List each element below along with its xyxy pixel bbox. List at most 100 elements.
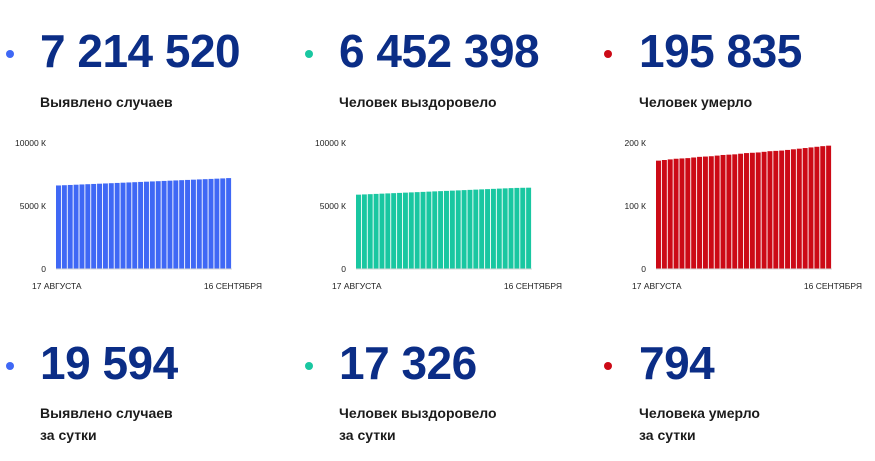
chart-bar [673, 158, 679, 269]
chart-bar [385, 193, 391, 269]
chart-bar [196, 179, 202, 269]
chart-bar [738, 153, 744, 269]
chart-bar [414, 192, 420, 269]
chart-bar [708, 156, 714, 269]
chart-bar [185, 179, 191, 269]
deaths-chart: 200 К 100 К 0 17 АВГУСТА 16 СЕНТЯБРЯ [600, 138, 865, 298]
y-tick-label: 0 [641, 264, 646, 274]
chart-bar [361, 194, 367, 269]
green-bullet-icon [305, 50, 313, 58]
chart-bar [373, 193, 379, 269]
chart-bar [61, 185, 67, 269]
chart-bar [367, 194, 373, 269]
chart-bar [814, 146, 820, 269]
chart-bar [790, 149, 796, 269]
chart-bar [697, 156, 703, 269]
chart-bar [808, 147, 814, 269]
daily-recovered-label-line1: Человек выздоровело [339, 405, 497, 421]
chart-bar [214, 178, 220, 269]
chart-bar [132, 182, 138, 269]
chart-bar [391, 193, 397, 269]
chart-bar [173, 180, 179, 269]
chart-bar [379, 193, 385, 269]
total-deaths-label: Человек умерло [639, 94, 753, 110]
y-tick-label: 0 [341, 264, 346, 274]
chart-bar [479, 189, 485, 269]
total-cases-label: Выявлено случаев [40, 94, 173, 110]
total-recovered-value: 6 452 398 [339, 25, 540, 77]
chart-bar [126, 182, 132, 269]
chart-bar [102, 183, 108, 269]
x-end-label: 16 СЕНТЯБРЯ [804, 281, 862, 291]
y-tick-label: 10000 К [15, 138, 46, 148]
daily-deaths-value: 794 [639, 337, 715, 389]
chart-bar [802, 148, 808, 269]
total-recovered-label: Человек выздоровело [339, 94, 497, 110]
chart-bar [485, 189, 491, 269]
y-tick-label: 200 К [625, 138, 647, 148]
chart-bar [773, 150, 779, 270]
chart-bar [420, 191, 426, 269]
blue-bullet-icon [6, 50, 14, 58]
chart-bar [179, 180, 185, 269]
chart-bar [56, 185, 61, 269]
chart-bar [408, 192, 414, 269]
chart-bar [155, 181, 161, 269]
daily-cases-label-line1: Выявлено случаев [40, 405, 173, 421]
chart-bar [138, 181, 144, 269]
total-cases-value: 7 214 520 [40, 25, 241, 77]
y-tick-label: 0 [41, 264, 46, 274]
chart-bar [114, 182, 120, 269]
chart-bar [661, 160, 667, 269]
chart-bar [208, 178, 214, 269]
chart-bar [402, 192, 408, 269]
green-bullet-icon [305, 362, 313, 370]
chart-bar [526, 187, 532, 269]
x-start-label: 17 АВГУСТА [32, 281, 82, 291]
chart-bar [755, 152, 761, 269]
daily-recovered-label-line2: за сутки [339, 427, 396, 443]
chart-bar [79, 184, 85, 269]
chart-bar [432, 191, 438, 269]
chart-bar [190, 179, 196, 269]
chart-bar [490, 188, 496, 269]
x-end-label: 16 СЕНТЯБРЯ [504, 281, 562, 291]
chart-bar [749, 152, 755, 269]
chart-bar [779, 150, 785, 269]
chart-bar [161, 180, 167, 269]
daily-deaths-label-line1: Человека умерло [639, 405, 760, 421]
y-tick-label: 5000 К [20, 201, 46, 211]
chart-bar [449, 190, 455, 269]
chart-bar [202, 179, 208, 269]
chart-bar [785, 149, 791, 269]
chart-bar [397, 192, 403, 269]
chart-bar [702, 156, 708, 269]
chart-bar [720, 154, 726, 269]
chart-bar [656, 160, 661, 269]
chart-bar [85, 184, 91, 269]
chart-bar [426, 191, 432, 269]
chart-bar [444, 190, 449, 269]
chart-bar [820, 146, 826, 269]
daily-cases-label-line2: за сутки [40, 427, 97, 443]
chart-bar [508, 188, 514, 269]
chart-bar [120, 182, 126, 269]
chart-bar [356, 194, 361, 269]
chart-bar [726, 154, 732, 269]
chart-bar [685, 158, 691, 269]
daily-deaths-label-line2: за сутки [639, 427, 696, 443]
x-start-label: 17 АВГУСТА [632, 281, 682, 291]
chart-bar [226, 178, 232, 269]
chart-bar [496, 188, 502, 269]
chart-bar [826, 145, 832, 269]
chart-bar [167, 180, 173, 269]
x-end-label: 16 СЕНТЯБРЯ [204, 281, 262, 291]
chart-bar [767, 151, 773, 269]
chart-bar [667, 159, 673, 269]
chart-bar [149, 181, 155, 269]
chart-bar [691, 157, 697, 269]
blue-bullet-icon [6, 362, 14, 370]
daily-recovered-value: 17 326 [339, 337, 477, 389]
chart-bar [520, 187, 526, 269]
chart-bar [732, 154, 738, 269]
